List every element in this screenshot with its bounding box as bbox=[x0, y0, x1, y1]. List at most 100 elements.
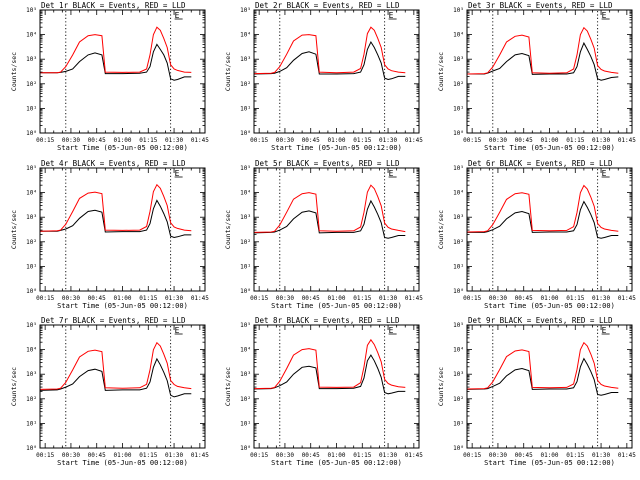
lld-series-line bbox=[466, 184, 619, 233]
x-axis-label: Start Time (05-Jun-05 00:12:00) bbox=[271, 302, 402, 310]
x-axis-label: Start Time (05-Jun-05 00:12:00) bbox=[484, 144, 615, 152]
y-tick-label: 10¹ bbox=[26, 420, 37, 427]
y-axis-label: Counts/sec bbox=[10, 367, 18, 406]
y-axis-label: Counts/sec bbox=[224, 367, 232, 406]
lld-series-line bbox=[39, 183, 192, 232]
events-series-line bbox=[466, 357, 619, 396]
x-axis-label: Start Time (05-Jun-05 00:12:00) bbox=[57, 302, 188, 310]
y-tick-label: 10¹ bbox=[453, 420, 464, 427]
x-tick-label: 01:45 bbox=[405, 137, 423, 144]
y-tick-label: 10¹ bbox=[240, 263, 251, 270]
x-tick-label: 01:45 bbox=[405, 295, 423, 302]
x-tick-label: 00:30 bbox=[489, 452, 507, 459]
events-series-line bbox=[40, 199, 192, 239]
x-tick-label: 01:45 bbox=[191, 137, 209, 144]
y-tick-label: 10⁰ bbox=[453, 445, 464, 452]
y-axis-label: Counts/sec bbox=[10, 52, 18, 91]
y-tick-label: 10⁴ bbox=[240, 347, 251, 354]
x-tick-label: 01:00 bbox=[540, 295, 558, 302]
x-tick-label: 01:45 bbox=[191, 295, 209, 302]
flag-label: E bbox=[175, 326, 180, 335]
x-tick-label: 01:15 bbox=[353, 295, 371, 302]
x-tick-label: 00:15 bbox=[463, 137, 481, 144]
x-tick-label: 01:30 bbox=[165, 452, 183, 459]
panel-title: Det 2r BLACK = Events, RED = LLD bbox=[255, 1, 400, 10]
y-axis-label: Counts/sec bbox=[224, 210, 232, 249]
y-tick-label: 10³ bbox=[26, 56, 37, 63]
x-tick-label: 00:15 bbox=[36, 137, 54, 144]
x-tick-label: 01:00 bbox=[540, 137, 558, 144]
y-tick-label: 10¹ bbox=[240, 420, 251, 427]
x-tick-label: 01:00 bbox=[113, 295, 131, 302]
y-tick-label: 10² bbox=[26, 81, 37, 88]
x-tick-label: 00:45 bbox=[302, 295, 320, 302]
events-series-line bbox=[253, 199, 406, 239]
y-tick-label: 10⁰ bbox=[240, 130, 251, 137]
x-tick-label: 00:30 bbox=[276, 137, 294, 144]
x-tick-label: 01:00 bbox=[327, 295, 345, 302]
x-tick-label: 01:15 bbox=[139, 137, 157, 144]
x-tick-label: 01:45 bbox=[618, 295, 636, 302]
y-tick-label: 10⁵ bbox=[240, 165, 251, 172]
x-tick-label: 00:15 bbox=[36, 295, 54, 302]
y-tick-label: 10¹ bbox=[26, 263, 37, 270]
y-tick-label: 10⁴ bbox=[240, 190, 251, 197]
y-tick-label: 10² bbox=[453, 396, 464, 403]
panel-title: Det 6r BLACK = Events, RED = LLD bbox=[468, 159, 613, 168]
x-tick-label: 00:15 bbox=[463, 295, 481, 302]
events-series-line bbox=[39, 357, 192, 398]
y-tick-label: 10² bbox=[240, 239, 251, 246]
x-tick-label: 01:00 bbox=[113, 137, 131, 144]
events-series-line bbox=[467, 41, 619, 81]
lld-series-line bbox=[40, 26, 192, 74]
x-tick-label: 01:15 bbox=[353, 452, 371, 459]
x-tick-label: 01:00 bbox=[540, 452, 558, 459]
x-tick-label: 00:15 bbox=[250, 452, 268, 459]
panel-title: Det 8r BLACK = Events, RED = LLD bbox=[255, 316, 400, 325]
x-tick-label: 01:00 bbox=[327, 452, 345, 459]
flag-label: E bbox=[175, 11, 180, 20]
x-axis-label: Start Time (05-Jun-05 00:12:00) bbox=[271, 459, 402, 467]
y-tick-label: 10² bbox=[26, 239, 37, 246]
y-tick-label: 10⁵ bbox=[26, 322, 37, 329]
y-tick-label: 10⁴ bbox=[26, 32, 37, 39]
x-tick-label: 00:30 bbox=[489, 295, 507, 302]
x-tick-label: 01:30 bbox=[592, 452, 610, 459]
x-tick-label: 01:30 bbox=[165, 295, 183, 302]
x-tick-label: 00:45 bbox=[302, 137, 320, 144]
panel-title: Det 3r BLACK = Events, RED = LLD bbox=[468, 1, 613, 10]
lld-series-line bbox=[253, 184, 406, 233]
flag-label: E bbox=[602, 326, 607, 335]
y-tick-label: 10⁵ bbox=[240, 7, 251, 14]
events-series-line bbox=[467, 200, 619, 239]
events-series-line bbox=[253, 354, 406, 395]
x-tick-label: 01:45 bbox=[191, 452, 209, 459]
y-tick-label: 10² bbox=[240, 81, 251, 88]
y-axis-label: Counts/sec bbox=[437, 210, 445, 249]
x-axis-label: Start Time (05-Jun-05 00:12:00) bbox=[484, 302, 615, 310]
y-tick-label: 10⁰ bbox=[240, 288, 251, 295]
y-tick-label: 10³ bbox=[453, 214, 464, 221]
y-tick-label: 10² bbox=[26, 396, 37, 403]
lld-series-line bbox=[39, 341, 192, 390]
y-tick-label: 10¹ bbox=[453, 105, 464, 112]
flag-label: E bbox=[602, 169, 607, 178]
events-series-line bbox=[40, 43, 192, 81]
y-tick-label: 10³ bbox=[26, 214, 37, 221]
y-tick-label: 10³ bbox=[453, 371, 464, 378]
y-tick-label: 10¹ bbox=[453, 263, 464, 270]
x-tick-label: 01:30 bbox=[592, 295, 610, 302]
x-tick-label: 01:15 bbox=[566, 295, 584, 302]
y-tick-label: 10¹ bbox=[240, 105, 251, 112]
events-series-line bbox=[253, 40, 406, 81]
x-tick-label: 01:45 bbox=[618, 452, 636, 459]
x-tick-label: 00:45 bbox=[515, 452, 533, 459]
y-tick-label: 10⁵ bbox=[453, 7, 464, 14]
x-tick-label: 01:15 bbox=[139, 452, 157, 459]
y-tick-label: 10⁵ bbox=[453, 165, 464, 172]
x-tick-label: 01:15 bbox=[139, 295, 157, 302]
